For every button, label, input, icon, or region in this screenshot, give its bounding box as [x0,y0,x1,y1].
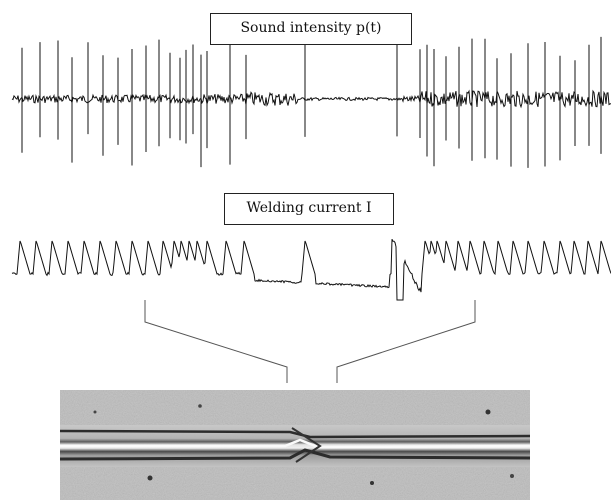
sound-intensity-chart [11,33,611,168]
sound-noise-trace [11,89,611,109]
connector-right [336,300,476,383]
weld-seam-photo-icon [59,390,531,500]
welding-current-label: Welding current I [224,193,394,225]
connector-left [144,300,288,383]
connector-lines [144,300,476,383]
sound-intensity-label: Sound intensity p(t) [210,13,412,45]
welding-current-chart [11,238,611,301]
sound-spikes [21,33,602,168]
current-trace [11,238,611,301]
